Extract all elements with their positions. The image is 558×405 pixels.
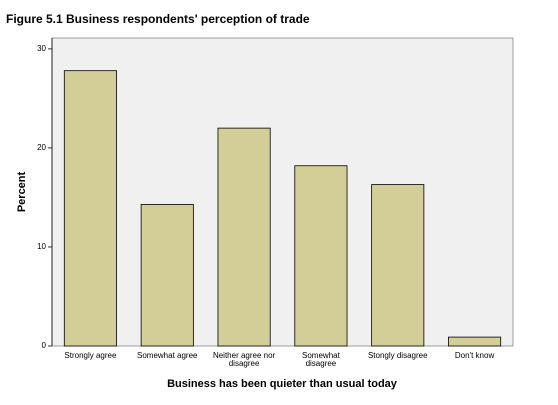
x-tick-label: Strongly agree (64, 351, 117, 360)
bar (294, 165, 348, 347)
y-tick-label: 0 (42, 341, 47, 350)
bar (140, 203, 194, 347)
bar (217, 127, 271, 347)
x-tick-label: Somewhat disagree (302, 351, 341, 368)
y-tick-label: 10 (37, 242, 46, 251)
y-tick-label: 30 (37, 44, 46, 53)
x-tick-label: Stongly disagree (368, 351, 428, 360)
x-tick-label: Somewhat agree (137, 351, 198, 360)
y-tick-label: 20 (37, 143, 46, 152)
plot-area (51, 37, 514, 347)
x-tick-label: Neither agree nor disagree (213, 351, 276, 368)
bar (63, 70, 117, 347)
bar (448, 336, 502, 347)
y-axis-title: Percent (16, 171, 28, 212)
x-tick-label: Don't know (455, 351, 495, 360)
bar (371, 184, 425, 347)
chart-title: Figure 5.1 Business respondents' percept… (6, 12, 310, 26)
x-axis-title: Business has been quieter than usual tod… (167, 378, 398, 390)
